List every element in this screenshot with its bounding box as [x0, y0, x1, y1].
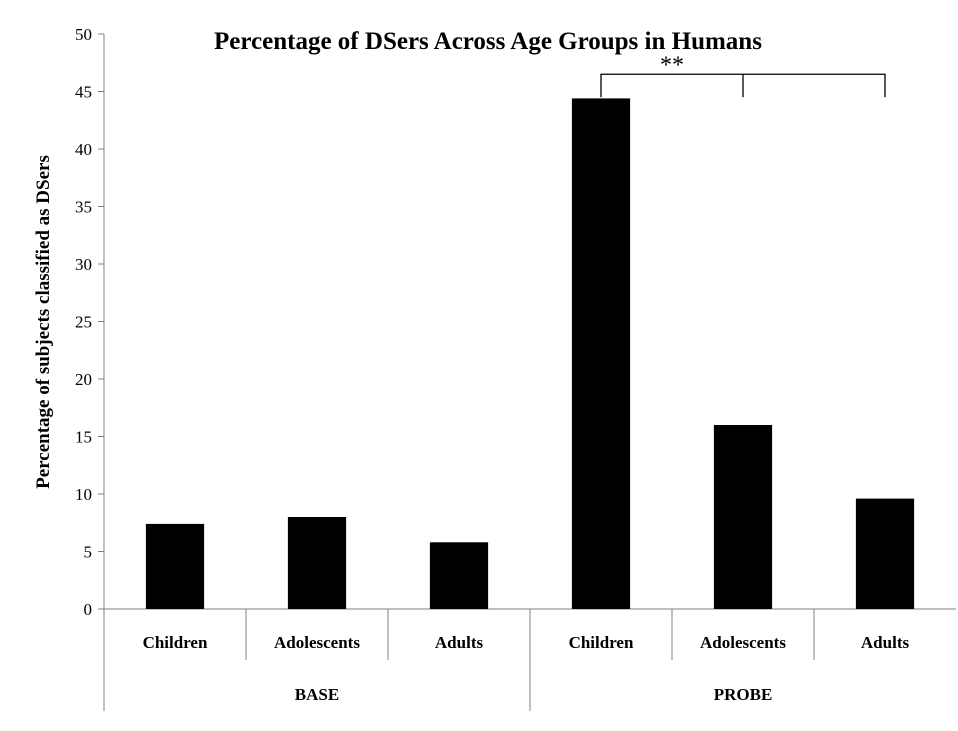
bar-probe-adolescents [713, 425, 773, 609]
bar-base-adults [429, 542, 489, 609]
significance-stars: ** [660, 52, 684, 78]
y-tick-label: 20 [75, 370, 92, 389]
category-label: Adolescents [274, 633, 360, 652]
y-tick-label: 50 [75, 25, 92, 44]
y-tick-label: 40 [75, 140, 92, 159]
axes [103, 34, 956, 711]
y-tick-label: 10 [75, 485, 92, 504]
bar-probe-adults [855, 498, 915, 609]
chart-title: Percentage of DSers Across Age Groups in… [214, 28, 762, 55]
y-tick-label: 45 [75, 83, 92, 102]
group-label: BASE [295, 685, 339, 704]
y-tick-label: 30 [75, 255, 92, 274]
category-label: Adults [435, 633, 484, 652]
y-axis-ticks: 0 5 10 15 20 25 30 35 40 45 50 [75, 25, 104, 619]
category-label: Children [569, 633, 634, 652]
category-label: Adolescents [700, 633, 786, 652]
bars [145, 98, 915, 610]
y-tick-label: 15 [75, 428, 92, 447]
category-labels: Children Adolescents Adults Children Adolesc… [143, 633, 910, 652]
y-tick-label: 5 [84, 543, 93, 562]
category-label: Children [143, 633, 208, 652]
y-tick-label: 25 [75, 313, 92, 332]
significance-annotation: ** [600, 52, 886, 98]
group-labels: BASE PROBE [295, 685, 772, 704]
bar-probe-children [571, 98, 631, 610]
category-label: Adults [861, 633, 910, 652]
bar-base-adolescents [287, 517, 347, 609]
significance-bracket [600, 73, 886, 98]
y-tick-label: 35 [75, 198, 92, 217]
group-label: PROBE [714, 685, 773, 704]
y-axis-label: Percentage of subjects classified as DSe… [33, 155, 54, 489]
bar-base-children [145, 523, 205, 609]
y-tick-label: 0 [84, 600, 93, 619]
